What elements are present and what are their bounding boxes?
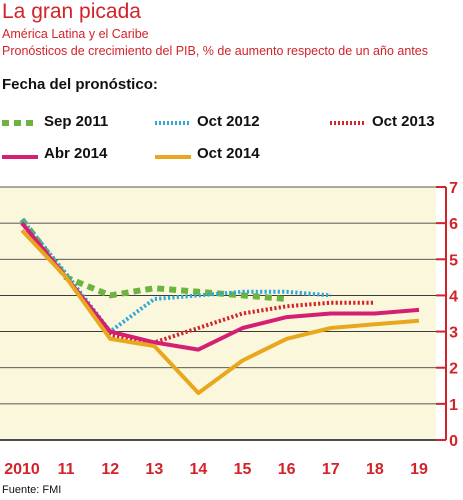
legend-label: Abr 2014 (44, 145, 108, 162)
series-line-abr-2014 (20, 221, 420, 352)
legend-swatch (330, 121, 366, 125)
y-tick-label: 1 (449, 397, 458, 414)
legend-label: Oct 2012 (197, 113, 260, 130)
x-tick-label: 19 (410, 461, 428, 478)
legend-label: Oct 2014 (197, 145, 260, 162)
legend-swatch (155, 155, 191, 159)
x-tick-label: 15 (234, 461, 252, 478)
legend-swatch (2, 120, 38, 126)
y-tick-label: 2 (449, 361, 458, 378)
series-line-oct-2014 (20, 229, 420, 395)
x-tick-label: 17 (322, 461, 340, 478)
x-tick-label: 18 (366, 461, 384, 478)
legend-title: Fecha del pronóstico: (2, 76, 158, 93)
x-tick-label: 13 (145, 461, 163, 478)
legend-label: Sep 2011 (44, 113, 109, 130)
x-tick-label: 14 (190, 461, 208, 478)
chart-subtitle-region: América Latina y el Caribe (2, 27, 149, 41)
x-tick-label: 16 (278, 461, 296, 478)
y-tick-label: 4 (449, 288, 458, 305)
legend-label: Oct 2013 (372, 113, 435, 130)
chart-title: La gran picada (2, 0, 141, 23)
y-tick-label: 3 (449, 325, 458, 342)
y-tick-label: 0 (449, 433, 458, 450)
y-tick-label: 6 (449, 216, 458, 233)
legend-swatch (155, 121, 191, 125)
y-tick-label: 5 (449, 252, 458, 269)
y-tick-label: 7 (449, 180, 458, 197)
x-tick-label: 11 (58, 461, 75, 478)
chart-subtitle-description: Pronósticos de crecimiento del PIB, % de… (2, 44, 428, 58)
x-tick-label: 12 (101, 461, 119, 478)
legend-swatch (2, 155, 38, 159)
source-note: Fuente: FMI (2, 484, 62, 496)
series-line-oct-2012 (20, 218, 331, 334)
x-tick-label: 2010 (4, 461, 40, 478)
